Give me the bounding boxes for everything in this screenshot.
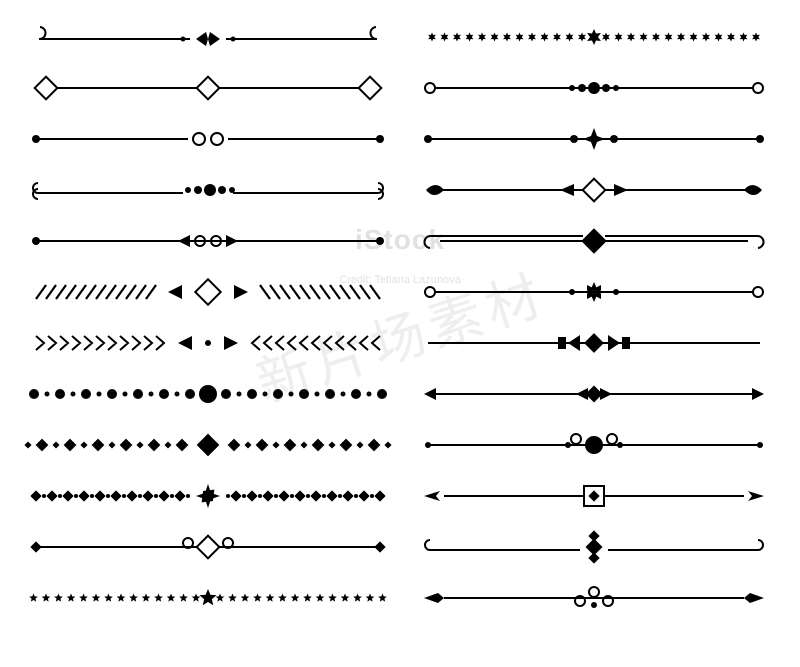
divider-R11 bbox=[420, 538, 768, 556]
divider-R4 bbox=[420, 181, 768, 199]
divider-L5 bbox=[28, 232, 388, 250]
divider-R1 bbox=[420, 28, 768, 46]
divider-R9 bbox=[420, 436, 768, 454]
divider-L4 bbox=[28, 181, 388, 199]
divider-L2 bbox=[28, 79, 388, 97]
divider-L11 bbox=[28, 538, 388, 556]
dividers-sheet: iStock Credit: Tetiana Lazunova 新片场素材 bbox=[0, 0, 800, 667]
divider-R6 bbox=[420, 283, 768, 301]
star-row-left bbox=[29, 589, 387, 605]
star-row-right bbox=[428, 29, 760, 45]
divider-R3 bbox=[420, 130, 768, 148]
divider-L12 bbox=[28, 589, 388, 607]
divider-R7 bbox=[420, 334, 768, 352]
divider-L3 bbox=[28, 130, 388, 148]
divider-L9 bbox=[28, 436, 388, 454]
diamond-pattern bbox=[24, 434, 391, 457]
left-column: /* filled by renderer below */ bbox=[28, 28, 388, 607]
divider-L8: /* filled by renderer below */ bbox=[28, 385, 388, 403]
divider-R10 bbox=[420, 487, 768, 505]
divider-R2 bbox=[420, 79, 768, 97]
divider-L6 bbox=[28, 283, 388, 301]
divider-L1 bbox=[28, 28, 388, 46]
right-column bbox=[420, 28, 768, 607]
divider-R12 bbox=[420, 589, 768, 607]
circle-pattern bbox=[29, 385, 387, 403]
divider-L7 bbox=[28, 334, 388, 352]
divider-R5 bbox=[420, 232, 768, 250]
divider-L10 bbox=[28, 487, 388, 505]
divider-R8 bbox=[420, 385, 768, 403]
